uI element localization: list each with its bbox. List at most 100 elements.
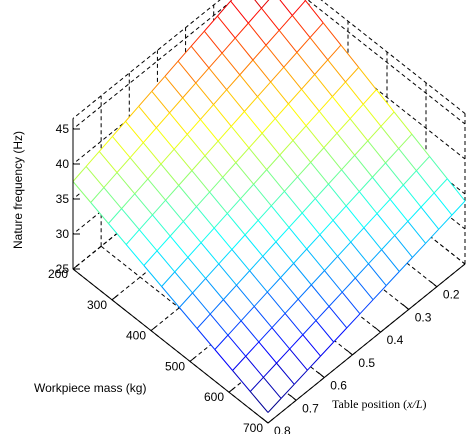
mesh-line: [284, 298, 299, 314]
mesh-line: [156, 235, 171, 252]
mesh-line: [190, 30, 205, 47]
surface-patch: [329, 292, 360, 328]
surface-patch: [232, 356, 264, 392]
surface-patch: [213, 89, 245, 127]
mesh-line: [297, 161, 312, 178]
mesh-line: [192, 278, 207, 294]
surface-patch: [311, 270, 343, 307]
mesh-line: [323, 132, 338, 149]
surface-patch: [253, 169, 285, 206]
mesh-line: [195, 82, 214, 105]
mesh-line: [280, 263, 294, 279]
mesh-line: [217, 125, 232, 142]
surface-patch: [350, 104, 381, 141]
surface-patch: [359, 177, 391, 214]
mesh-line: [345, 81, 364, 105]
mesh-line: [358, 191, 378, 214]
surface-patch: [241, 306, 272, 342]
surface-patch: [262, 118, 293, 156]
surface-patch: [139, 214, 171, 251]
mesh-line: [411, 133, 430, 157]
mesh-line: [291, 0, 306, 16]
mesh-line: [337, 241, 352, 257]
mesh-line: [279, 140, 294, 156]
mesh-line: [307, 355, 321, 371]
mesh-line: [279, 154, 298, 178]
mesh-line: [309, 37, 329, 61]
mesh-line: [267, 398, 282, 413]
y-tick-label: 0.4: [387, 333, 404, 347]
mesh-line: [142, 142, 162, 165]
mesh-line: [376, 198, 391, 214]
mesh-line: [350, 241, 369, 265]
mesh-line: [112, 136, 131, 158]
mesh-line: [258, 327, 273, 343]
surface-patch: [285, 299, 316, 335]
surface-patch: [214, 213, 246, 250]
surface-patch: [151, 76, 183, 113]
mesh-line: [182, 221, 202, 243]
surface-patch: [222, 162, 254, 199]
surface-patch: [292, 0, 324, 38]
mesh-line: [305, 110, 320, 127]
mesh-line: [125, 229, 140, 245]
mesh-line: [165, 199, 184, 222]
surface-patch: [385, 148, 417, 185]
surface-patch: [363, 89, 395, 127]
mesh-line: [143, 250, 158, 266]
mesh-line: [407, 206, 422, 222]
surface-patch: [279, 15, 311, 53]
mesh-line: [363, 213, 378, 229]
surface-patch: [147, 164, 179, 201]
mesh-line: [385, 271, 400, 286]
surface-patch: [197, 314, 228, 350]
mesh-line: [116, 157, 131, 173]
surface-patch: [292, 125, 324, 163]
surface-patch: [210, 299, 242, 336]
surface-patch: [261, 0, 293, 31]
surface-patch: [235, 147, 267, 185]
mesh-line: [274, 118, 294, 141]
mesh-line: [416, 156, 430, 172]
mesh-line: [121, 193, 136, 209]
mesh-line: [240, 306, 255, 322]
mesh-line: [327, 59, 346, 83]
mesh-line: [129, 142, 144, 158]
mesh-line: [320, 341, 335, 357]
mesh-line: [263, 376, 282, 399]
mesh-line: [275, 227, 290, 243]
mesh-line: [173, 148, 193, 171]
surface-patch: [156, 112, 188, 150]
mesh-line: [191, 155, 206, 171]
mesh-line: [319, 219, 334, 235]
mesh-line: [429, 156, 448, 180]
mesh-line: [349, 118, 369, 142]
y-tick-label: 0.7: [302, 401, 319, 415]
back-wall-edge: [72, 0, 221, 119]
surface-patch: [333, 205, 364, 243]
mesh-line: [232, 355, 247, 371]
surface-patch: [280, 263, 312, 300]
mesh-line: [230, 111, 245, 127]
mesh-line: [284, 313, 304, 336]
mesh-line: [108, 208, 122, 224]
x-tick-mark: [228, 387, 235, 393]
surface-patch: [187, 119, 219, 156]
mesh-line: [239, 59, 254, 76]
surface-patch: [86, 151, 117, 188]
mesh-line: [416, 170, 435, 194]
mesh-line: [203, 30, 223, 54]
x-tick-mark: [150, 326, 157, 331]
surface-patch: [257, 81, 289, 119]
mesh-line: [190, 45, 210, 69]
surface-patch: [99, 136, 131, 173]
surface-patch: [134, 178, 166, 215]
mesh-line: [354, 154, 373, 178]
mesh-line: [245, 341, 260, 357]
mesh-line: [156, 250, 176, 273]
y-axis-line: [267, 263, 466, 424]
surface-patch: [218, 249, 250, 286]
mesh-line: [271, 327, 291, 350]
mesh-line: [98, 151, 118, 173]
surface-patch: [227, 198, 259, 235]
